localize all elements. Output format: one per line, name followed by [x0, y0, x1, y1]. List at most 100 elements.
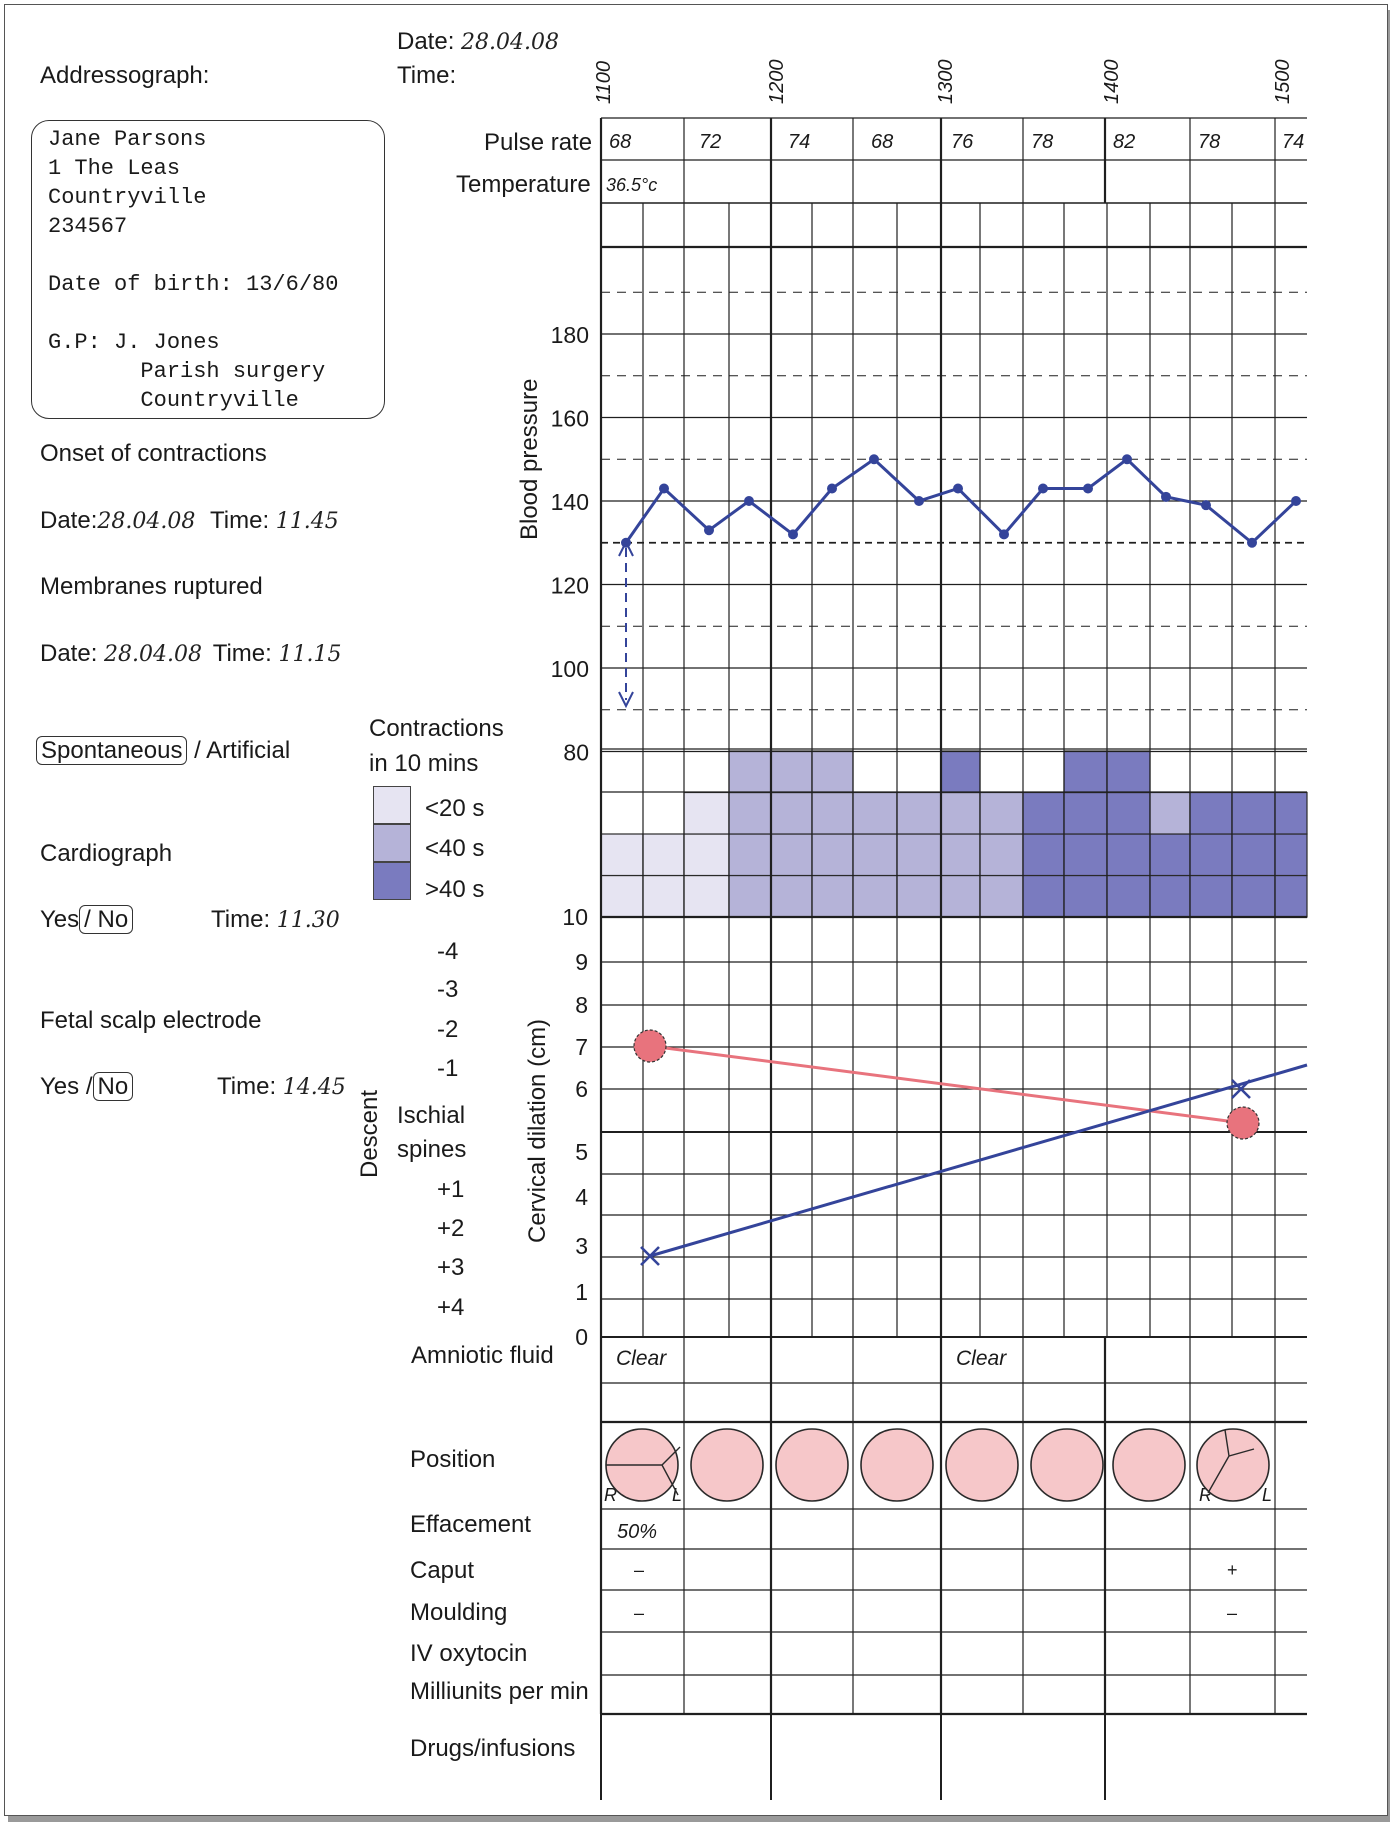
address-line: G.P: J. Jones — [48, 330, 220, 355]
descent-label: Descent — [356, 1090, 383, 1178]
hour-label: 1400 — [1101, 60, 1123, 105]
chart-date-value: 28.04.08 — [461, 30, 560, 55]
contraction-cell — [852, 833, 898, 877]
membranes-time-label: Time: — [212, 640, 272, 667]
cervical-axis-label: 5 — [575, 1139, 588, 1165]
contraction-cell — [979, 791, 1024, 835]
pulse-value: 82 — [1113, 131, 1135, 153]
contraction-cell — [1063, 874, 1108, 918]
membranes-title: Membranes ruptured — [40, 573, 263, 600]
contraction-cell — [683, 791, 730, 835]
contraction-cell — [896, 874, 942, 918]
legend-label-gt40: >40 s — [425, 876, 485, 903]
cervical-axis-label: 10 — [562, 904, 588, 930]
cervical-axis-label: 8 — [575, 992, 588, 1018]
contraction-cell — [940, 791, 981, 835]
amniotic-fluid-label: Amniotic fluid — [411, 1342, 554, 1369]
contraction-cell — [1106, 833, 1151, 877]
bp-axis-label: 80 — [563, 740, 589, 766]
temperature-label: Temperature — [456, 171, 591, 198]
position-circle — [1196, 1428, 1270, 1502]
bp-point — [1083, 483, 1093, 494]
caput-label: Caput — [410, 1557, 475, 1584]
contraction-cell — [940, 750, 981, 794]
temperature-value: 36.5°c — [606, 175, 657, 195]
address-lines: Jane Parsons 1 The Leas Countryville 234567… — [48, 125, 384, 415]
position-circle — [775, 1428, 849, 1502]
descent-level-m2: -2 — [437, 1016, 459, 1043]
address-line: Parish surgery — [48, 359, 326, 384]
contraction-cell — [600, 833, 644, 877]
contraction-cell — [683, 833, 730, 877]
onset-date-value: 28.04.08 — [97, 509, 196, 534]
hour-label: 1300 — [935, 60, 957, 105]
contraction-cell — [811, 791, 854, 835]
chart-date-label: Date: — [397, 28, 455, 55]
position-marking — [1207, 1429, 1255, 1494]
bp-point — [1291, 496, 1301, 506]
contraction-cell — [728, 833, 772, 877]
effacement-value: 50% — [617, 1521, 657, 1543]
position-circle — [690, 1428, 764, 1502]
moulding-value: – — [634, 1603, 644, 1623]
membranes-artificial: / Artificial — [187, 737, 291, 764]
contraction-cell — [728, 874, 772, 918]
drugs-infusions-label: Drugs/infusions — [410, 1735, 576, 1762]
position-circle — [1030, 1428, 1104, 1502]
cardiograph-no-selected: / No — [79, 905, 134, 934]
dilation-x-point — [1231, 1079, 1251, 1099]
contractions-legend-title-1: Contractions — [369, 715, 504, 742]
address-line: Countryville — [48, 185, 207, 210]
contraction-cell — [770, 874, 813, 918]
bp-point — [1122, 454, 1132, 465]
bp-point — [869, 454, 879, 465]
bp-point — [788, 529, 798, 540]
contraction-cell — [1022, 874, 1065, 918]
contraction-cell — [1189, 791, 1233, 835]
address-line: 1 The Leas — [48, 156, 181, 181]
contraction-cell — [852, 874, 898, 918]
bp-axis-label: 120 — [551, 573, 589, 599]
contraction-cell — [1274, 833, 1308, 877]
contraction-cell — [811, 874, 854, 918]
pulse-value: 72 — [699, 131, 721, 153]
cervical-dilation-label: Cervical dilation (cm) — [524, 1019, 551, 1243]
contraction-cell — [728, 791, 772, 835]
legend-label-lt40: <40 s — [425, 835, 485, 862]
cervical-axis-label: 3 — [575, 1233, 588, 1259]
bp-axis-label: 100 — [551, 656, 589, 682]
chart-time-label: Time: — [397, 62, 457, 89]
ischial-label-1: Ischial — [397, 1102, 466, 1129]
contraction-cell — [1149, 791, 1191, 835]
fetal-scalp-title: Fetal scalp electrode — [40, 1007, 262, 1034]
cervical-axis-label: 1 — [575, 1279, 588, 1305]
onset-time-value: 11.45 — [275, 509, 339, 534]
fetal-scalp-yes: Yes / — [40, 1073, 93, 1100]
bp-point — [704, 525, 714, 536]
addressograph-label: Addressograph: — [40, 62, 210, 89]
contraction-cell — [642, 874, 685, 918]
legend-swatch-lt20 — [373, 786, 411, 824]
descent-level-p1: +1 — [437, 1176, 465, 1203]
cervical-axis-label: 0 — [575, 1324, 588, 1350]
hour-label: 1100 — [593, 61, 615, 104]
bp-point — [744, 496, 754, 506]
contraction-cell — [979, 874, 1024, 918]
moulding-value: – — [1227, 1603, 1237, 1623]
bp-point — [999, 529, 1009, 540]
moulding-label: Moulding — [410, 1599, 508, 1626]
contraction-cell — [896, 833, 942, 877]
position-label: Position — [410, 1446, 496, 1473]
contraction-cell — [811, 750, 854, 794]
hour-label: 1500 — [1272, 60, 1294, 105]
contraction-cell — [1063, 750, 1108, 794]
fetal-scalp-yes-no: Yes / No — [40, 1072, 134, 1101]
contraction-cell — [1149, 833, 1191, 877]
descent-circle-point — [1226, 1106, 1260, 1140]
position-label-r: R — [604, 1485, 617, 1505]
iv-oxytocin-label: IV oxytocin — [410, 1640, 528, 1667]
cardiograph-yes: Yes — [40, 906, 80, 933]
descent-series-line — [649, 1044, 1244, 1125]
ischial-label-2: spines — [397, 1136, 467, 1163]
